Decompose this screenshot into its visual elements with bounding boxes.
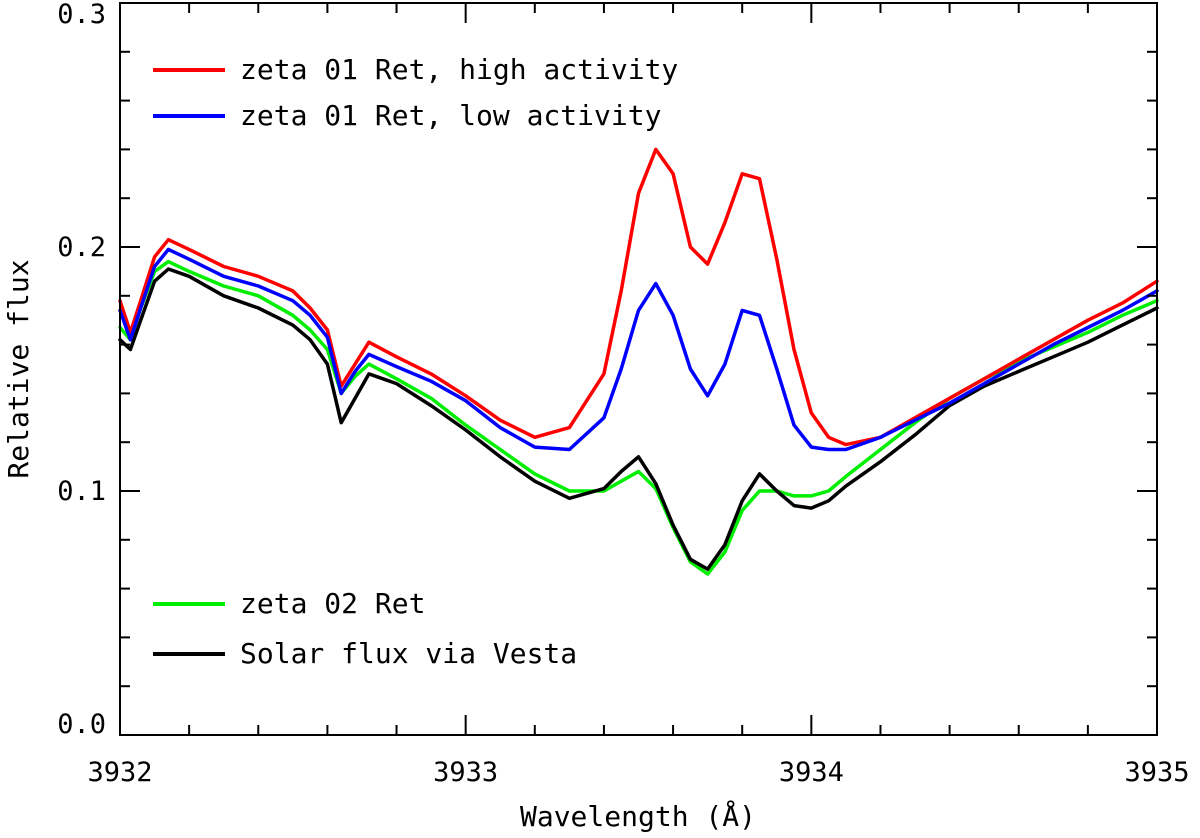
series-line-0 xyxy=(118,147,1159,447)
y-tick-label: 0.1 xyxy=(57,476,106,507)
x-tick-label: 3935 xyxy=(1124,757,1189,788)
x-tick-label: 3932 xyxy=(87,757,152,788)
series-layer xyxy=(118,147,1159,576)
x-tick-label: 3933 xyxy=(433,757,498,788)
series-line-2 xyxy=(118,259,1159,576)
series-line-1 xyxy=(118,247,1159,452)
y-tick-label: 0.0 xyxy=(57,709,106,740)
legend-label-3: Solar flux via Vesta xyxy=(240,637,577,670)
y-tick-label: 0.2 xyxy=(57,232,106,263)
x-tick-label: 3934 xyxy=(779,757,844,788)
ticks-layer: 3932 3933 3934 3935 0.0 0.1 0.2 0.3 xyxy=(57,0,1189,788)
y-axis-title: Relative flux xyxy=(2,259,35,478)
legend-label-2: zeta 02 Ret xyxy=(240,587,425,620)
y-tick-label: 0.3 xyxy=(57,0,106,30)
legend: zeta 01 Ret, high activity zeta 01 Ret, l… xyxy=(153,53,678,670)
legend-label-1: zeta 01 Ret, low activity xyxy=(240,99,661,132)
x-axis-title: Wavelength (Å) xyxy=(520,799,756,833)
plot-frame xyxy=(119,2,1158,736)
legend-label-0: zeta 01 Ret, high activity xyxy=(240,53,678,86)
series-line-3 xyxy=(118,267,1159,571)
